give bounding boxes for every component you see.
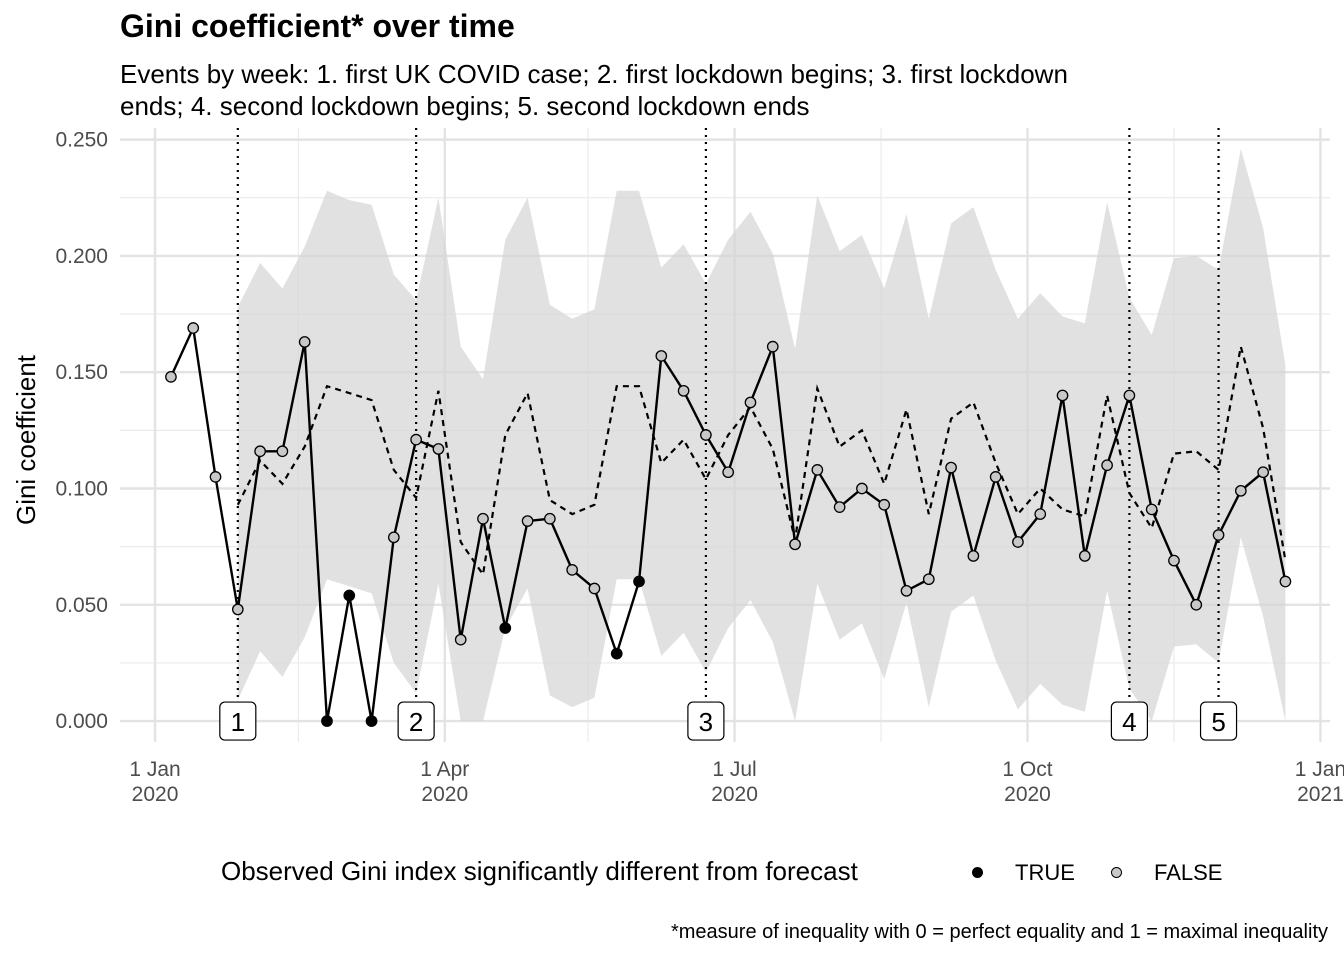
point-not-significant: [744, 396, 757, 409]
point-significant: [610, 647, 623, 660]
point-not-significant: [298, 336, 311, 348]
y-axis: 0.000 0.050 0.100 0.150 0.200 0.250: [55, 129, 108, 733]
y-axis-label: Gini coefficient: [11, 354, 41, 525]
observed-points: [165, 322, 1292, 727]
event-labels: 1 2 3 4 5: [219, 701, 1238, 741]
event-label-5: 5: [1211, 707, 1225, 737]
point-not-significant: [1257, 466, 1269, 479]
event-label-box-5: [1199, 701, 1238, 741]
y-tick-label: 0.050: [55, 594, 108, 617]
event-label-box-4: [1110, 701, 1148, 741]
legend-false-marker: [1111, 867, 1122, 878]
point-not-significant: [165, 371, 177, 383]
x-tick-label: 2020: [1004, 783, 1051, 806]
legend: Observed Gini index significantly differ…: [0, 852, 1344, 892]
point-not-significant: [1056, 389, 1069, 402]
y-tick-label: 0.250: [55, 129, 108, 152]
forecast-line-group: [236, 346, 1287, 578]
point-not-significant: [410, 433, 422, 446]
point-not-significant: [276, 445, 289, 458]
point-not-significant: [187, 322, 200, 334]
point-not-significant: [677, 384, 690, 397]
event-label-2: 2: [409, 707, 423, 737]
forecast-line: [236, 346, 1287, 578]
point-significant: [321, 715, 333, 727]
point-significant: [343, 589, 356, 602]
point-not-significant: [1012, 536, 1024, 548]
point-not-significant: [432, 443, 445, 455]
y-tick-label: 0.200: [55, 245, 108, 268]
forecast-band: [237, 148, 1286, 722]
point-not-significant: [588, 582, 601, 595]
point-not-significant: [1212, 529, 1225, 541]
point-not-significant: [1078, 550, 1091, 562]
legend-title: Observed Gini index significantly differ…: [221, 856, 858, 886]
point-not-significant: [722, 466, 735, 479]
point-not-significant: [878, 498, 891, 511]
y-tick-label: 0.000: [55, 710, 108, 733]
x-tick-label: 1 Jan: [129, 758, 180, 781]
forecast-interval-band: [237, 148, 1286, 722]
point-not-significant: [655, 350, 668, 362]
event-label-box-1: [219, 701, 257, 741]
point-not-significant: [833, 501, 846, 513]
legend-true-marker: [972, 867, 983, 878]
point-not-significant: [1234, 484, 1247, 497]
x-tick-label: 1 Jul: [712, 758, 756, 781]
point-not-significant: [900, 584, 913, 597]
point-not-significant: [922, 573, 935, 586]
chart-plot: 1 2 3 4 5 0.000 0.050 0.100 0.150 0.200 0.250 1 J…: [11, 128, 1344, 806]
event-label-3: 3: [699, 707, 713, 737]
legend-false-label: FALSE: [1154, 860, 1223, 885]
point-significant: [499, 622, 512, 634]
point-not-significant: [945, 461, 957, 474]
point-not-significant: [477, 512, 489, 525]
x-tick-label: 2020: [711, 783, 758, 806]
point-not-significant: [1101, 459, 1113, 472]
x-tick-label: 1 Oct: [1002, 758, 1052, 781]
chart-caption: *measure of inequality with 0 = perfect …: [670, 921, 1328, 943]
x-tick-label: 2021: [1297, 783, 1344, 806]
point-not-significant: [989, 471, 1002, 483]
point-not-significant: [1123, 389, 1136, 402]
point-not-significant: [544, 512, 556, 525]
point-not-significant: [789, 538, 801, 551]
x-tick-label: 2020: [132, 783, 179, 806]
point-not-significant: [566, 564, 579, 576]
point-not-significant: [254, 445, 266, 458]
x-tick-label: 1 Apr: [420, 758, 469, 781]
legend-true-label: TRUE: [1015, 860, 1075, 885]
point-not-significant: [231, 603, 244, 616]
point-not-significant: [766, 340, 779, 353]
x-tick-label: 1 Jan: [1295, 758, 1344, 781]
point-not-significant: [856, 482, 868, 495]
event-label-box-2: [397, 701, 435, 741]
point-not-significant: [387, 531, 400, 544]
point-not-significant: [521, 515, 534, 527]
y-tick-label: 0.150: [55, 361, 108, 384]
point-not-significant: [1034, 508, 1047, 520]
point-not-significant: [1279, 575, 1292, 588]
x-tick-label: 2020: [421, 783, 468, 806]
point-not-significant: [1168, 554, 1180, 567]
point-significant: [633, 575, 645, 588]
point-not-significant: [811, 464, 824, 476]
point-not-significant: [1145, 503, 1158, 516]
point-not-significant: [454, 633, 467, 646]
point-not-significant: [209, 471, 222, 483]
chart-subtitle: Events by week: 1. first UK COVID case; …: [120, 59, 1068, 121]
event-label-box-3: [687, 701, 725, 741]
event-label-4: 4: [1122, 707, 1136, 737]
event-lines: [236, 128, 1220, 742]
chart-title: Gini coefficient* over time: [120, 8, 515, 44]
point-not-significant: [700, 429, 712, 441]
y-tick-label: 0.100: [55, 477, 108, 500]
point-significant: [365, 715, 378, 727]
point-not-significant: [1190, 598, 1203, 611]
event-label-1: 1: [231, 707, 245, 737]
point-not-significant: [967, 550, 980, 562]
